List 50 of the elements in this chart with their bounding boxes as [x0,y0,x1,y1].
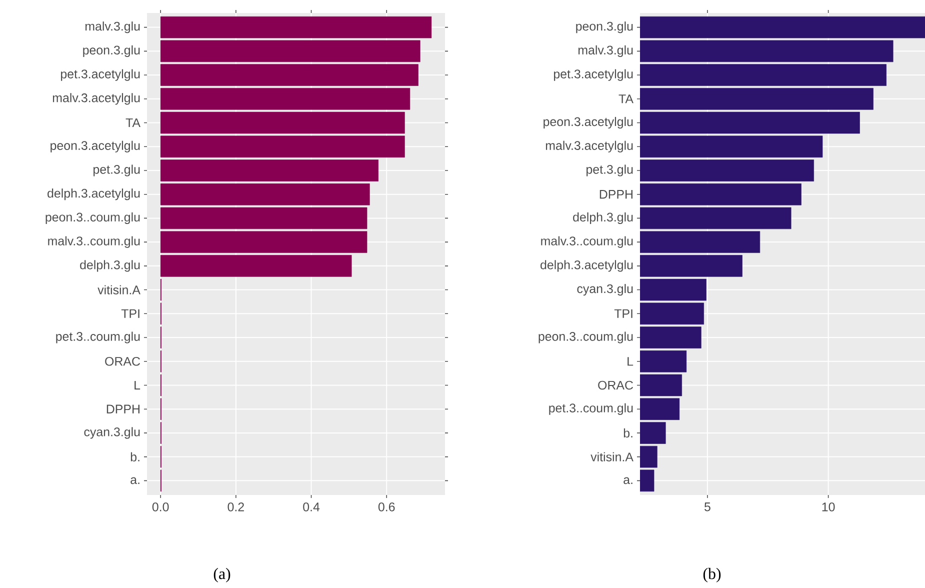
y-tick-label: vitisin.A [98,285,140,294]
y-tick-label: TPI [121,309,140,318]
y-tick-label: pet.3.glu [94,164,140,176]
y-tick-label: pet.3.glu [586,164,633,176]
y-tick-label: pet.3.acetylglu [60,69,140,81]
bar [160,160,378,182]
y-tick-label: b. [130,452,140,462]
y-tick-label: cyan.3.glu [84,427,140,439]
y-tick-label: delph.3.glu [573,212,633,224]
y-tick-label: DPPH [600,190,632,199]
text: (a) [214,568,230,582]
y-tick-label: ORAC [598,380,634,390]
y-tick-label: L [628,357,634,366]
text: (b) [703,568,721,582]
x-tick-label: 0.0 [152,502,169,512]
y-tick-label: b. [624,428,632,438]
y-tick-label: delph.3.acetylglu [540,260,633,272]
y-tick-label: malv.3..coum.glu [541,236,633,248]
y-tick-label: pet.3.acetylglu [554,69,633,81]
y-tick-label: TA [618,94,634,104]
y-tick-label: malv.3.acetylglu [546,140,633,152]
y-tick-label: peon.3.glu [83,45,140,57]
y-tick-label: peon.3.acetylglu [50,140,140,152]
y-tick-label: TPI [614,309,632,318]
y-tick-label: peon.3.glu [576,21,633,34]
y-tick-label: a. [624,477,632,484]
x-tick-label: 10 [822,502,835,512]
x-tick-label: 5 [704,502,710,512]
x-tick-label: 0.6 [378,502,395,512]
y-tick-label: peon.3..coum.glu [46,212,140,224]
y-tick-label: a. [130,477,140,484]
bar [160,64,418,86]
x-tick-label: 0.2 [228,502,244,512]
y-tick-label: TA [126,118,140,128]
y-tick-label: malv.3..coum.glu [48,236,140,248]
y-tick-label: malv.3.acetylglu [52,93,140,105]
y-tick-label: DPPH [106,404,140,414]
y-tick-label: peon.3.acetylglu [544,116,633,129]
y-tick-label: delph.3.glu [80,260,140,272]
y-tick-label: pet.3..coum.glu [56,332,140,344]
y-tick-label: malv.3.glu [85,21,140,34]
y-tick-label: ORAC [105,356,140,366]
x-tick-label: 0.4 [303,502,320,512]
y-tick-label: vitisin.A [590,452,634,462]
y-tick-label: L [134,380,140,390]
y-tick-label: delph.3.acetylglu [48,188,140,200]
y-tick-label: pet.3..coum.glu [549,403,633,415]
y-tick-label: peon.3..coum.glu [538,332,633,344]
y-tick-label: malv.3.glu [578,45,633,57]
y-tick-label: cyan.3.glu [577,284,633,296]
